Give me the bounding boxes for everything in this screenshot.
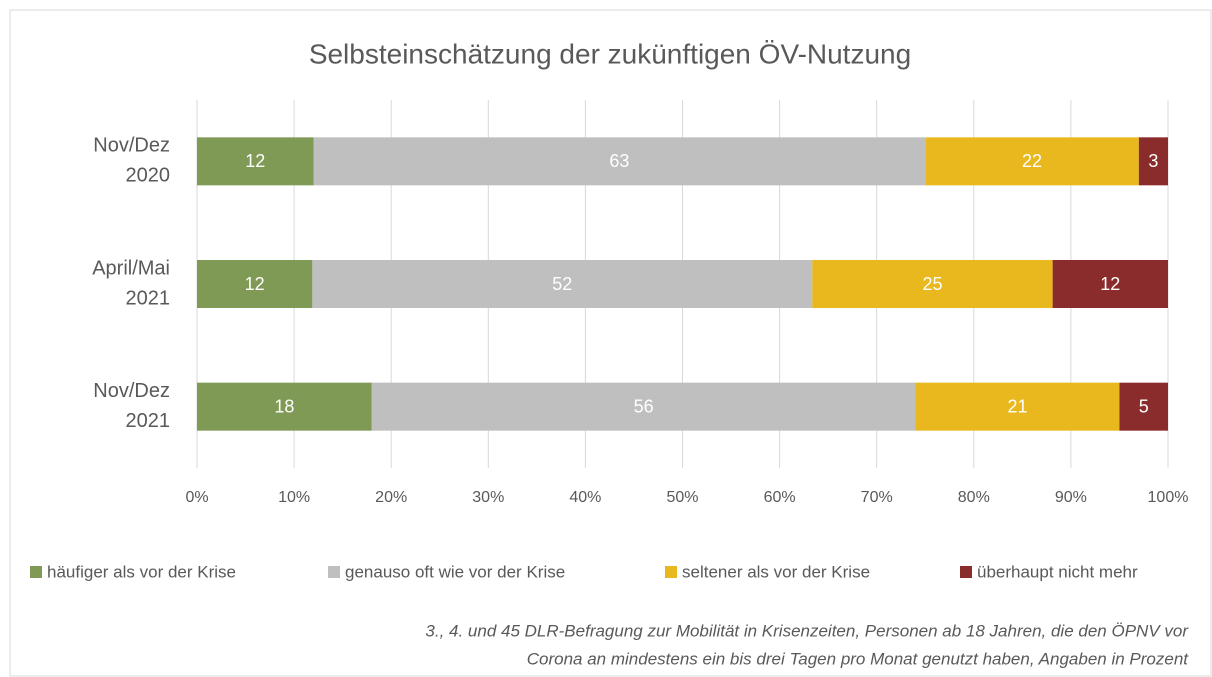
y-tick-label: 2021 — [126, 287, 171, 309]
data-label: 21 — [1007, 396, 1027, 416]
legend-swatch — [30, 566, 42, 578]
bar-segment — [371, 382, 916, 431]
data-label: 56 — [634, 396, 654, 416]
bar-segment — [1138, 137, 1168, 186]
legend-label: überhaupt nicht mehr — [977, 562, 1138, 581]
footnote: 3., 4. und 45 DLR-Befragung zur Mobilitä… — [425, 621, 1189, 640]
bar-segment — [812, 260, 1053, 308]
x-tick-label: 20% — [375, 489, 407, 506]
data-label: 12 — [1100, 274, 1120, 294]
y-tick-label: Nov/Dez — [93, 135, 170, 157]
y-tick-label: 2021 — [126, 410, 171, 432]
bar-segment — [915, 382, 1120, 431]
data-label: 5 — [1139, 396, 1149, 416]
x-tick-label: 60% — [764, 489, 796, 506]
bar-segment — [1119, 382, 1168, 431]
x-tick-label: 70% — [861, 489, 893, 506]
chart-title: Selbsteinschätzung der zukünftigen ÖV-Nu… — [309, 38, 911, 69]
x-tick-label: 90% — [1055, 489, 1087, 506]
data-label: 25 — [922, 274, 942, 294]
footnote: Corona an mindestens ein bis drei Tagen … — [527, 649, 1190, 668]
legend-label: häufiger als vor der Krise — [47, 562, 236, 581]
data-label: 52 — [552, 274, 572, 294]
data-label: 12 — [245, 151, 265, 171]
x-tick-label: 80% — [958, 489, 990, 506]
legend-swatch — [665, 566, 677, 578]
bar-segment — [197, 137, 314, 186]
legend-label: genauso oft wie vor der Krise — [345, 562, 565, 581]
legend-swatch — [328, 566, 340, 578]
x-tick-label: 50% — [666, 489, 698, 506]
x-tick-label: 10% — [278, 489, 310, 506]
bar-segment — [313, 137, 926, 186]
bar-segment — [925, 137, 1139, 186]
x-tick-label: 0% — [185, 489, 208, 506]
data-label: 3 — [1148, 151, 1158, 171]
legend-label: seltener als vor der Krise — [682, 562, 870, 581]
chart-border — [9, 9, 1212, 677]
data-label: 22 — [1022, 151, 1042, 171]
y-tick-label: 2020 — [126, 165, 171, 187]
bar-segment — [1052, 260, 1168, 308]
legend-swatch — [960, 566, 972, 578]
x-tick-label: 40% — [569, 489, 601, 506]
data-label: 18 — [274, 396, 294, 416]
bar-segment — [312, 260, 813, 308]
y-tick-label: Nov/Dez — [93, 380, 170, 402]
data-label: 12 — [245, 274, 265, 294]
bar-segment — [197, 382, 372, 431]
y-tick-label: April/Mai — [92, 257, 170, 279]
bar-segment — [197, 260, 313, 308]
x-tick-label: 30% — [472, 489, 504, 506]
data-label: 63 — [609, 151, 629, 171]
x-tick-label: 100% — [1148, 489, 1189, 506]
